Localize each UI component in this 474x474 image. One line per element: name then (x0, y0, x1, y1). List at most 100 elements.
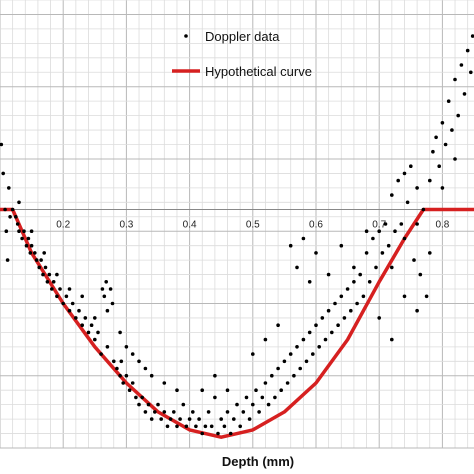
doppler-data-point (443, 142, 448, 147)
doppler-data-point (446, 99, 451, 103)
doppler-data-point (469, 70, 473, 75)
doppler-data-point (386, 243, 391, 248)
doppler-data-point (184, 424, 189, 429)
doppler-data-point (352, 265, 356, 270)
doppler-data-point (301, 236, 306, 241)
doppler-data-point (149, 417, 154, 421)
doppler-data-point (127, 388, 132, 393)
doppler-data-point (390, 193, 394, 197)
doppler-data-point (119, 359, 124, 364)
doppler-data-point (390, 265, 394, 270)
x-tick-label: 0.4 (183, 220, 197, 231)
doppler-data-point (29, 229, 34, 233)
doppler-data-point (181, 402, 186, 407)
doppler-data-point (307, 280, 312, 284)
doppler-data-point (191, 410, 195, 414)
doppler-data-point (55, 272, 59, 277)
doppler-data-point (1, 171, 5, 176)
doppler-data-point (200, 431, 204, 436)
doppler-data-point (311, 352, 315, 356)
doppler-data-point (402, 236, 407, 241)
doppler-data-point (86, 330, 91, 335)
doppler-data-point (213, 395, 217, 400)
doppler-data-point (33, 251, 37, 255)
doppler-data-point (39, 258, 43, 262)
x-axis-title: Depth (mm) (222, 454, 294, 469)
doppler-data-point (47, 272, 52, 277)
doppler-data-point (197, 417, 201, 421)
doppler-data-point (216, 431, 220, 436)
doppler-data-point (43, 265, 48, 270)
doppler-data-point (58, 287, 62, 291)
doppler-data-point (304, 359, 309, 364)
doppler-points-layer (0, 34, 474, 436)
doppler-data-point (330, 330, 334, 335)
doppler-data-point (130, 352, 135, 356)
x-tick-label: 0.5 (246, 220, 260, 231)
legend-label-curve: Hypothetical curve (205, 64, 312, 79)
doppler-data-point (93, 337, 97, 342)
doppler-data-point (96, 330, 100, 335)
doppler-data-point (112, 359, 116, 364)
doppler-data-point (298, 366, 303, 371)
doppler-data-point (409, 164, 413, 168)
doppler-data-point (108, 287, 113, 291)
doppler-data-point (377, 229, 382, 233)
doppler-data-point (295, 265, 299, 270)
doppler-data-point (380, 251, 385, 255)
doppler-data-point (465, 48, 470, 53)
doppler-data-point (279, 388, 284, 393)
doppler-data-point (105, 345, 110, 349)
doppler-data-point (292, 373, 296, 378)
doppler-data-point (415, 308, 419, 313)
doppler-data-point (421, 207, 426, 212)
doppler-data-point (213, 373, 217, 378)
doppler-data-point (104, 280, 108, 284)
doppler-data-point (175, 388, 179, 393)
doppler-data-point (361, 294, 366, 299)
doppler-data-point (456, 113, 461, 118)
doppler-data-point (99, 352, 103, 356)
doppler-data-point (206, 410, 211, 414)
doppler-data-point (339, 243, 344, 248)
doppler-data-point (24, 243, 29, 248)
doppler-data-point (200, 388, 204, 393)
doppler-data-point (288, 243, 293, 248)
doppler-data-point (225, 410, 230, 414)
doppler-data-point (29, 243, 34, 248)
doppler-data-point (42, 251, 46, 255)
doppler-data-point (80, 323, 84, 328)
doppler-data-point (203, 424, 208, 429)
doppler-data-point (222, 424, 227, 429)
doppler-data-point (405, 200, 410, 205)
doppler-data-point (336, 323, 340, 328)
doppler-data-point (156, 402, 160, 407)
doppler-data-point (50, 287, 54, 291)
doppler-data-point (74, 316, 78, 320)
doppler-data-point (355, 301, 359, 306)
doppler-data-point (399, 222, 404, 226)
doppler-data-point (225, 388, 230, 393)
doppler-data-point (15, 222, 20, 226)
doppler-data-point (187, 417, 192, 421)
doppler-data-point (228, 431, 233, 436)
doppler-data-point (165, 424, 170, 429)
doppler-data-point (345, 287, 350, 291)
doppler-data-point (339, 294, 344, 299)
doppler-data-point (194, 424, 198, 429)
doppler-data-point (251, 402, 255, 407)
doppler-data-point (390, 337, 394, 342)
doppler-data-point (301, 337, 306, 342)
doppler-data-point (326, 272, 331, 277)
doppler-data-point (295, 345, 299, 349)
doppler-data-point (377, 316, 382, 320)
doppler-data-point (28, 251, 33, 255)
doppler-data-point (67, 287, 72, 291)
doppler-data-point (17, 200, 21, 205)
doppler-data-point (364, 229, 369, 233)
doppler-data-point (89, 323, 94, 328)
doppler-data-point (371, 236, 375, 241)
doppler-data-point (37, 265, 41, 270)
doppler-data-point (55, 294, 59, 299)
